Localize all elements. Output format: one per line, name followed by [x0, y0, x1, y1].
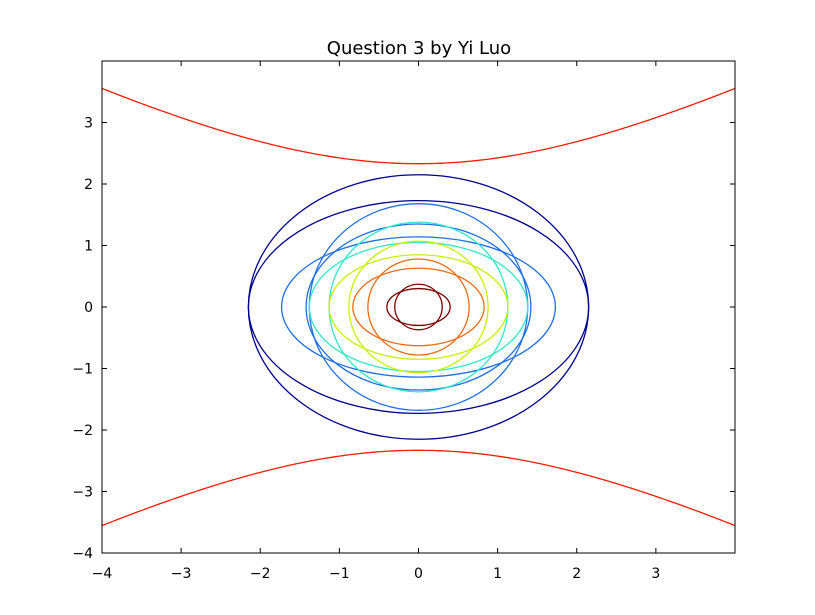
- y-tick-label: −3: [72, 485, 93, 501]
- contour-line-14: [102, 449, 735, 527]
- x-tick-label: 1: [493, 566, 502, 582]
- plot-frame: [101, 60, 736, 554]
- y-tick-label: −4: [72, 546, 93, 562]
- contour-line-11: [386, 287, 451, 327]
- contour-lines: [102, 87, 735, 527]
- contour-line-10: [367, 258, 470, 356]
- x-tick-label: −4: [92, 566, 113, 582]
- chart-title: Question 3 by Yi Luo: [327, 38, 511, 59]
- x-tick-label: 2: [572, 566, 581, 582]
- x-tick-label: −2: [250, 566, 271, 582]
- contour-line-2: [305, 223, 532, 391]
- contour-line-3: [280, 236, 557, 378]
- y-tick-label: −2: [72, 423, 93, 439]
- contour-line-8: [348, 240, 489, 374]
- contour-line-9: [352, 267, 485, 347]
- contour-line-7: [328, 254, 509, 360]
- x-tick-label: 3: [651, 566, 660, 582]
- contour-line-1: [247, 199, 590, 415]
- contour-line-13: [102, 87, 735, 165]
- x-tick-label: 0: [414, 566, 423, 582]
- axis-ticks: −4 −3 −2 −1 0 1 2 3 −4 −3 −2 −1 0 1 2 3: [72, 61, 735, 582]
- y-tick-label: 1: [84, 239, 93, 255]
- contour-line-5: [308, 241, 529, 373]
- y-tick-label: −1: [72, 362, 93, 378]
- x-tick-label: −3: [171, 566, 192, 582]
- contour-line-12: [394, 283, 443, 331]
- y-tick-label: 0: [84, 300, 93, 316]
- y-tick-label: 3: [84, 116, 93, 132]
- y-tick-label: 2: [84, 177, 93, 193]
- x-tick-label: −1: [329, 566, 350, 582]
